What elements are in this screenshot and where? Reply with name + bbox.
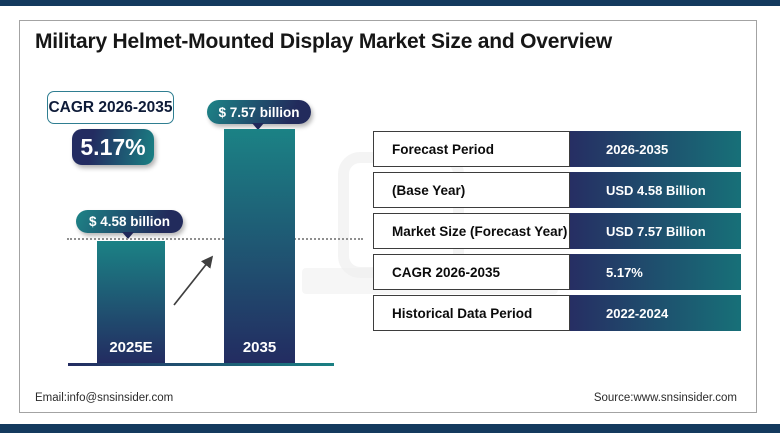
row-value-text: 5.17% <box>606 264 643 280</box>
table-row-forecast-period-value: 2026-2035 <box>570 131 741 167</box>
bar-label-2025e: 2025E <box>109 339 153 356</box>
bar-2035: 2035 <box>224 129 295 363</box>
table-row-base-year-label: (Base Year) <box>373 172 570 208</box>
row-value-text: USD 4.58 Billion <box>606 182 706 198</box>
row-value-text: USD 7.57 Billion <box>606 223 706 239</box>
row-label-text: Market Size (Forecast Year) <box>392 223 568 239</box>
table-row-market-size-value: USD 7.57 Billion <box>570 213 741 249</box>
table-row-cagr-label: CAGR 2026-2035 <box>373 254 570 290</box>
table-row-historical-period-label: Historical Data Period <box>373 295 570 331</box>
cagr-value-badge: 5.17% <box>72 129 154 165</box>
row-label-text: Forecast Period <box>392 141 495 157</box>
cagr-label: CAGR 2026-2035 <box>48 98 173 116</box>
chart-baseline <box>68 363 334 366</box>
table-row-forecast-period-label: Forecast Period <box>373 131 570 167</box>
dashed-reference-line <box>67 238 363 240</box>
value-callout-2035-label: $ 7.57 billion <box>218 104 300 120</box>
table-row-cagr-value: 5.17% <box>570 254 741 290</box>
bottom-accent-bar <box>0 424 780 433</box>
row-value-text: 2026-2035 <box>606 141 669 157</box>
footer-source: Source:www.snsinsider.com <box>593 392 737 404</box>
growth-arrow-icon <box>173 255 214 306</box>
value-callout-2025e: $ 4.58 billion <box>76 210 183 233</box>
top-accent-bar <box>0 0 780 6</box>
cagr-label-box: CAGR 2026-2035 <box>47 91 174 124</box>
value-callout-2035: $ 7.57 billion <box>207 100 311 124</box>
table-row-historical-period-value: 2022-2024 <box>570 295 741 331</box>
cagr-value: 5.17% <box>80 133 146 160</box>
table-row-market-size-label: Market Size (Forecast Year) <box>373 213 570 249</box>
footer-email: Email:info@snsinsider.com <box>35 392 174 404</box>
bar-label-2035: 2035 <box>242 339 277 356</box>
row-value-text: 2022-2024 <box>606 305 669 321</box>
bar-2025e: 2025E <box>97 241 165 363</box>
callout-pointer-2025e <box>122 232 134 239</box>
page-title: Military Helmet-Mounted Display Market S… <box>35 30 612 53</box>
callout-pointer-2035 <box>252 123 264 130</box>
row-label-text: CAGR 2026-2035 <box>392 264 501 280</box>
row-label-text: (Base Year) <box>392 182 466 198</box>
row-label-text: Historical Data Period <box>392 305 533 321</box>
table-row-base-year-value: USD 4.58 Billion <box>570 172 741 208</box>
value-callout-2025e-label: $ 4.58 billion <box>88 214 171 229</box>
